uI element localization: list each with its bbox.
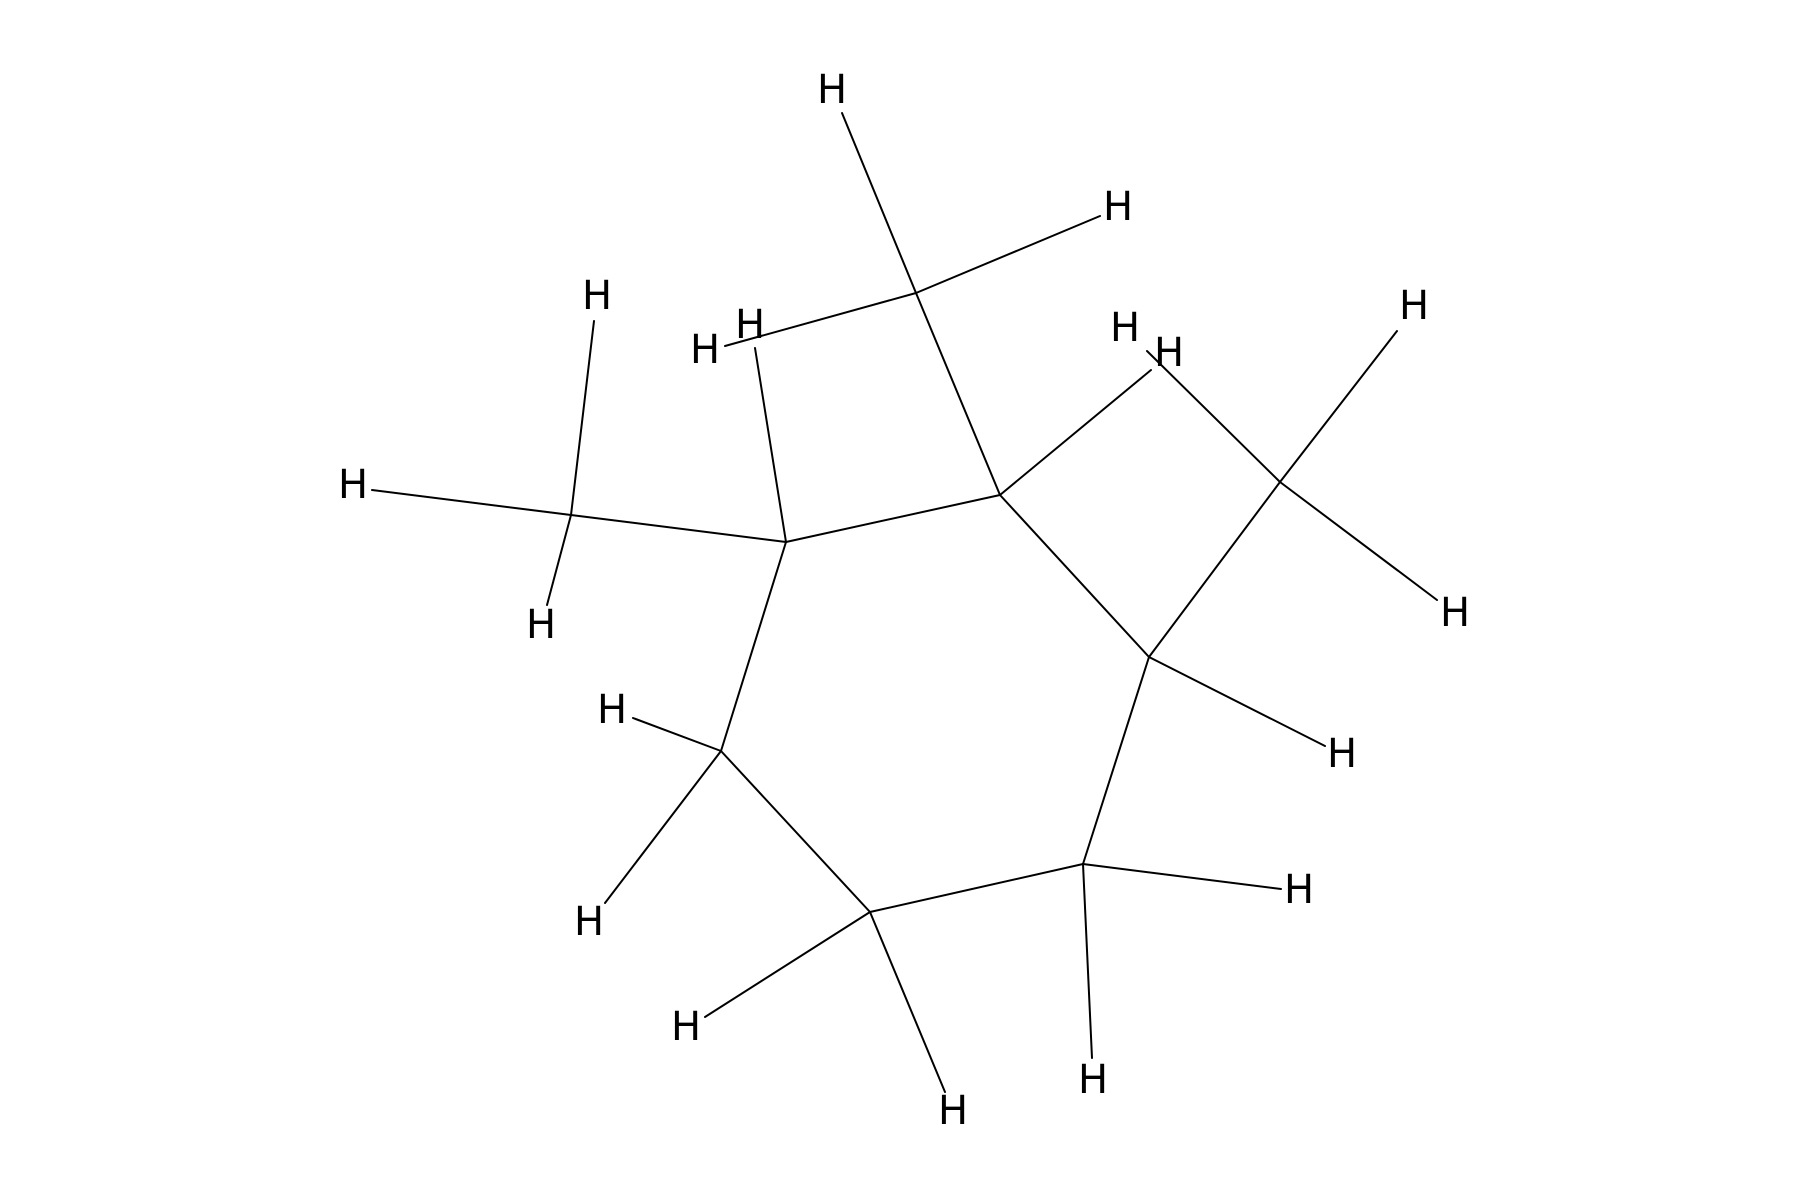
- hydrogen-atom-label: H: [582, 273, 612, 319]
- hydrogen-atom-label: H: [1110, 305, 1140, 351]
- ch-bond: [570, 320, 595, 516]
- methyl-bond: [915, 292, 1001, 496]
- hydrogen-atom-label: H: [338, 462, 368, 508]
- hydrogen-atom-label: H: [1399, 283, 1429, 329]
- ch-bond: [1148, 656, 1326, 747]
- hydrogen-atom-label: H: [1440, 590, 1470, 636]
- methyl-bond: [570, 514, 787, 543]
- ch-bond: [1082, 863, 1282, 890]
- hydrogen-atom-label: H: [938, 1088, 968, 1134]
- ring-bond: [869, 863, 1084, 913]
- ch-bond: [371, 489, 572, 516]
- ch-bond: [754, 347, 787, 543]
- hydrogen-atom-label: H: [671, 1004, 701, 1050]
- ch-bond: [1146, 350, 1281, 483]
- hydrogen-atom-label: H: [817, 67, 847, 113]
- hydrogen-atom-label: H: [597, 687, 627, 733]
- ch-bond: [999, 369, 1152, 496]
- ring-bond: [720, 750, 871, 913]
- hydrogen-atom-label: H: [526, 602, 556, 648]
- hydrogen-atom-label: H: [1284, 867, 1314, 913]
- ch-bond: [1082, 863, 1093, 1059]
- ch-bond: [546, 514, 572, 606]
- hydrogen-atom-label: H: [1103, 184, 1133, 230]
- hydrogen-atom-label: H: [690, 327, 720, 373]
- ch-bond: [604, 750, 722, 904]
- ring-bond: [785, 494, 1001, 543]
- ch-bond: [1279, 481, 1438, 601]
- hydrogen-atom-label: H: [1154, 330, 1184, 376]
- ring-bond: [999, 494, 1150, 658]
- hydrogen-atom-label: H: [1327, 731, 1357, 777]
- ch-bond: [1279, 330, 1398, 483]
- hydrogen-atom-label: H: [1078, 1057, 1108, 1103]
- hydrogen-atom-label: H: [735, 302, 765, 348]
- ch-bond: [704, 911, 871, 1018]
- ch-bond: [724, 292, 917, 347]
- ch-bond: [632, 717, 722, 752]
- hydrogen-atom-label: H: [574, 899, 604, 945]
- ch-bond: [915, 215, 1101, 294]
- ch-bond: [841, 112, 917, 294]
- ring-bond: [1082, 656, 1150, 865]
- ring-bond: [720, 541, 787, 752]
- ch-bond: [869, 911, 946, 1093]
- methyl-bond: [1148, 481, 1281, 658]
